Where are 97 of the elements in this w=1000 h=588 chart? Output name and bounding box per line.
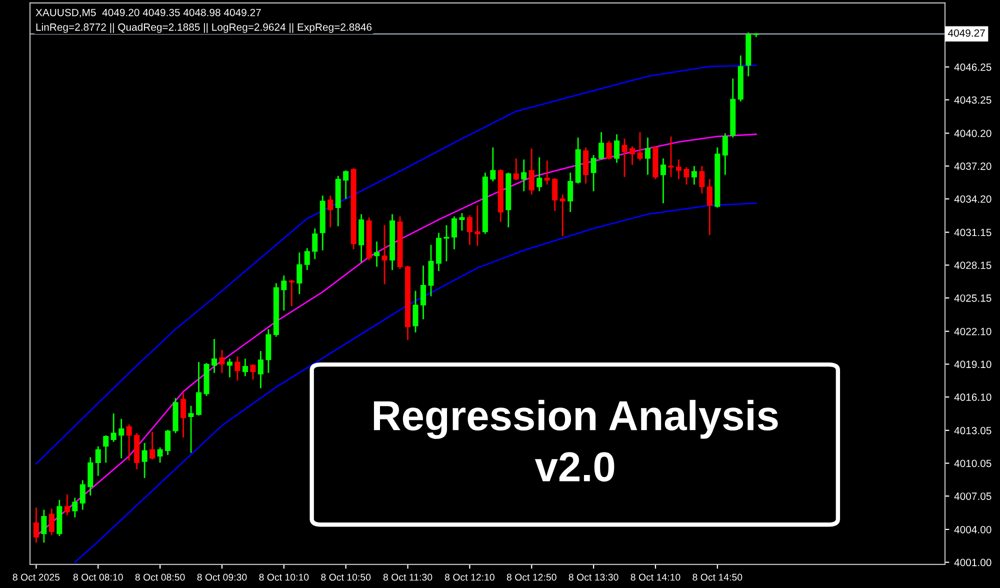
candlestick bbox=[41, 509, 47, 544]
candlestick bbox=[95, 446, 101, 477]
candlestick bbox=[188, 405, 194, 454]
candlestick bbox=[668, 136, 674, 178]
annotation: XAUUSD,M5 4049.20 4049.35 4048.98 4049.27 bbox=[36, 8, 261, 18]
candlestick bbox=[250, 363, 256, 380]
candlestick bbox=[110, 412, 116, 443]
x-tick-label: 8 Oct 12:10 bbox=[444, 574, 494, 581]
candlestick bbox=[560, 194, 566, 237]
x-tick-label: 8 Oct 14:10 bbox=[630, 574, 680, 581]
x-tick-label: 8 Oct 2025 bbox=[12, 574, 60, 581]
candlestick bbox=[420, 264, 426, 320]
candlestick bbox=[684, 166, 690, 186]
candlestick bbox=[451, 216, 457, 250]
candlestick bbox=[157, 446, 163, 464]
x-tick-label: 8 Oct 08:50 bbox=[135, 574, 185, 581]
candlestick bbox=[699, 165, 705, 194]
candlestick bbox=[490, 146, 496, 182]
x-tick-label: 8 Oct 10:10 bbox=[259, 574, 309, 581]
y-tick-label: 4010.05 bbox=[954, 460, 992, 468]
x-tick-label: 8 Oct 14:50 bbox=[692, 574, 742, 581]
candlestick bbox=[64, 494, 70, 516]
candlestick bbox=[226, 358, 232, 378]
candlestick bbox=[466, 214, 472, 246]
candlestick bbox=[180, 392, 186, 438]
candlestick bbox=[590, 154, 596, 192]
candlestick bbox=[80, 480, 86, 510]
candlestick bbox=[691, 165, 697, 186]
candlestick bbox=[544, 160, 550, 186]
candlestick bbox=[219, 349, 225, 374]
x-tick-label: 8 Oct 11:30 bbox=[383, 574, 432, 581]
candlestick bbox=[296, 252, 302, 295]
y-tick-label: 4013.05 bbox=[954, 426, 992, 434]
candlestick bbox=[614, 134, 620, 164]
candlestick bbox=[103, 434, 109, 464]
candlestick bbox=[528, 148, 534, 196]
y-tick-label: 4019.10 bbox=[954, 360, 992, 368]
candlestick bbox=[165, 429, 171, 456]
y-tick-label: 4007.05 bbox=[954, 492, 992, 500]
y-tick-label: 4040.20 bbox=[954, 130, 992, 138]
y-tick-label: 4025.15 bbox=[954, 294, 992, 302]
candlestick bbox=[48, 508, 54, 536]
candlestick bbox=[552, 177, 558, 212]
candlestick bbox=[304, 247, 310, 271]
x-tick-label: 8 Oct 09:30 bbox=[197, 574, 247, 581]
candlestick bbox=[288, 279, 294, 307]
candlestick bbox=[258, 350, 264, 389]
candlestick bbox=[536, 156, 542, 192]
candlestick bbox=[598, 131, 604, 160]
candlestick bbox=[150, 431, 156, 460]
candlestick bbox=[343, 170, 349, 200]
candlestick bbox=[644, 136, 650, 176]
candlestick bbox=[72, 497, 78, 518]
y-tick-label: 4022.10 bbox=[954, 328, 992, 336]
y-tick-label: 4001.00 bbox=[954, 558, 992, 566]
candlestick bbox=[234, 356, 240, 382]
x-tick-label: 8 Oct 12:50 bbox=[506, 574, 556, 581]
candlestick bbox=[474, 204, 480, 247]
candlestick bbox=[622, 138, 628, 178]
candlestick bbox=[521, 158, 527, 192]
candlestick bbox=[242, 358, 248, 377]
candlestick bbox=[118, 418, 124, 459]
annotation: Regression Analysis v2.0 bbox=[374, 400, 778, 482]
candlestick bbox=[459, 212, 465, 232]
y-tick-label: 4043.25 bbox=[954, 96, 992, 104]
y-tick-label: 4037.20 bbox=[954, 162, 992, 170]
y-tick-label: 4046.25 bbox=[954, 63, 992, 71]
candlestick bbox=[722, 132, 728, 176]
candlestick bbox=[196, 361, 202, 416]
candlestick bbox=[382, 224, 388, 285]
candlestick bbox=[630, 146, 636, 166]
y-tick-label: 4034.20 bbox=[954, 195, 992, 203]
candlestick bbox=[142, 442, 148, 479]
candlestick bbox=[513, 158, 519, 181]
candlestick bbox=[606, 140, 612, 160]
y-tick-label: 4031.15 bbox=[954, 228, 992, 236]
candlestick bbox=[312, 228, 318, 260]
candlestick bbox=[676, 158, 682, 180]
candlestick bbox=[568, 172, 574, 213]
candlestick bbox=[374, 240, 380, 268]
candlestick bbox=[328, 194, 334, 228]
candlestick bbox=[660, 158, 666, 204]
candlestick bbox=[706, 178, 712, 236]
y-tick-label: 4016.10 bbox=[954, 394, 992, 401]
x-tick-label: 8 Oct 10:50 bbox=[321, 574, 371, 581]
candlestick bbox=[637, 131, 643, 162]
candlestick bbox=[211, 338, 217, 374]
annotation: LinReg=2.8772 || QuadReg=2.1885 || LogReg=2.9624 || ExpReg=2.8846 bbox=[36, 23, 372, 33]
y-tick-label: 4004.00 bbox=[954, 526, 992, 534]
candlestick bbox=[33, 506, 39, 544]
candlestick bbox=[412, 290, 418, 334]
ref-line-label: 4049.27 bbox=[948, 29, 985, 37]
candlestick bbox=[281, 274, 287, 312]
candlestick bbox=[126, 424, 132, 462]
x-tick-label: 8 Oct 08:10 bbox=[73, 574, 123, 581]
y-tick-label: 4028.15 bbox=[954, 262, 992, 269]
x-tick-label: 8 Oct 13:30 bbox=[568, 574, 618, 581]
